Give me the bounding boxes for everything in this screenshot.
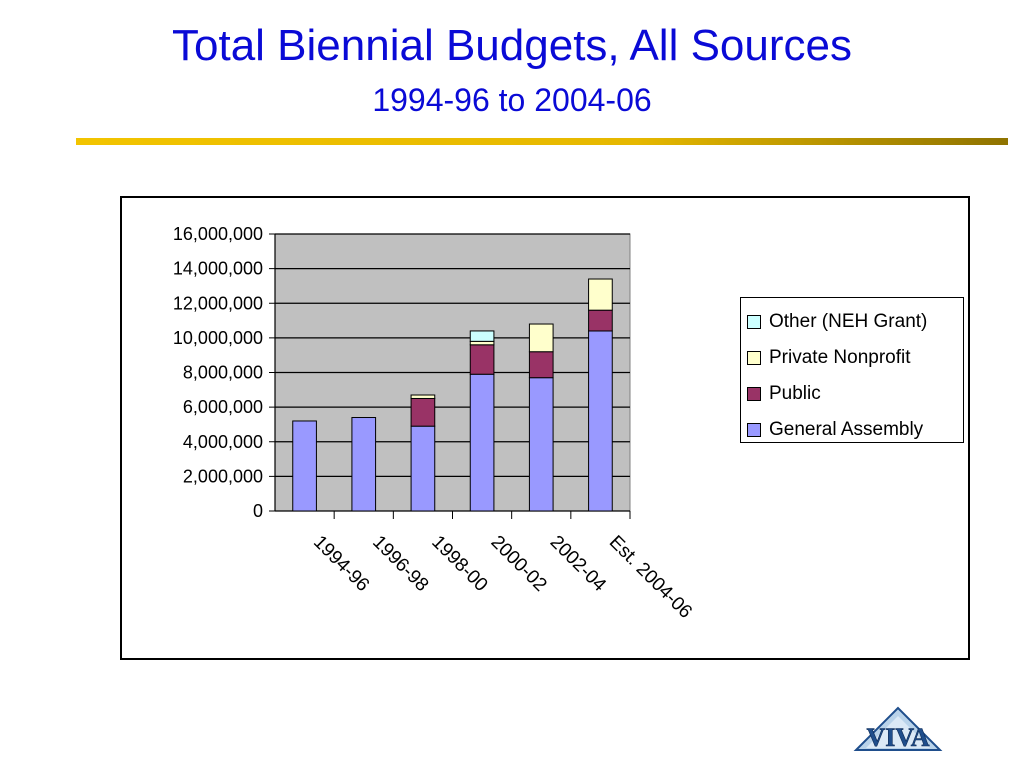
y-tick-label: 16,000,000 [173, 224, 263, 244]
legend-label-private-nonprofit: Private Nonprofit [769, 347, 911, 368]
legend-label-general-assembly: General Assembly [769, 419, 924, 440]
legend-swatch-public [747, 387, 761, 401]
legend-item-public: Public [747, 376, 957, 412]
x-tick-label: 2002-04 [546, 532, 610, 596]
y-tick-label: 10,000,000 [173, 328, 263, 348]
x-tick-label: 1996-98 [368, 532, 432, 596]
viva-logo: VIVA [853, 706, 943, 752]
x-tick-label: 2000-02 [487, 532, 551, 596]
legend-label-public: Public [769, 383, 821, 404]
bar-other-neh-grant-3 [469, 330, 495, 342]
bar-private-nonprofit-2 [410, 394, 436, 399]
logo-text: VIVA [866, 723, 929, 752]
bar-general-assembly-5 [588, 330, 613, 512]
legend-item-general-assembly: General Assembly [747, 412, 957, 448]
x-tick-label: 1998-00 [427, 532, 491, 596]
x-tick-label: Est. 2004-06 [605, 532, 696, 623]
y-tick-label: 8,000,000 [183, 363, 263, 383]
legend-label-other: Other (NEH Grant) [769, 311, 928, 332]
chart-legend: Other (NEH Grant) Private Nonprofit Publ… [740, 297, 964, 443]
bar-general-assembly-2 [410, 425, 436, 512]
bar-general-assembly-1 [351, 417, 377, 512]
bar-public-2 [410, 397, 436, 427]
slide-title: Total Biennial Budgets, All Sources [172, 21, 852, 70]
bar-public-5 [588, 309, 613, 332]
legend-item-private-nonprofit: Private Nonprofit [747, 340, 957, 376]
bar-general-assembly-0 [292, 420, 317, 512]
bar-public-3 [469, 344, 495, 375]
y-tick-label: 6,000,000 [183, 397, 263, 417]
bar-public-4 [528, 351, 554, 379]
y-tick-label: 2,000,000 [183, 466, 263, 486]
bar-private-nonprofit-5 [588, 278, 613, 311]
bar-private-nonprofit-4 [528, 323, 554, 353]
bar-general-assembly-4 [528, 377, 554, 512]
y-tick-label: 12,000,000 [173, 293, 263, 313]
y-tick-label: 14,000,000 [173, 259, 263, 279]
legend-swatch-other [747, 315, 761, 329]
y-tick-label: 0 [253, 501, 263, 521]
bar-general-assembly-3 [469, 373, 495, 512]
bar-private-nonprofit-3 [469, 340, 495, 346]
x-tick-label: 1994-96 [309, 532, 373, 596]
slide-subtitle: 1994-96 to 2004-06 [372, 82, 652, 118]
legend-swatch-general-assembly [747, 423, 761, 437]
legend-swatch-private-nonprofit [747, 351, 761, 365]
legend-item-other: Other (NEH Grant) [747, 304, 957, 340]
y-tick-label: 4,000,000 [183, 432, 263, 452]
title-rule [76, 138, 1008, 145]
